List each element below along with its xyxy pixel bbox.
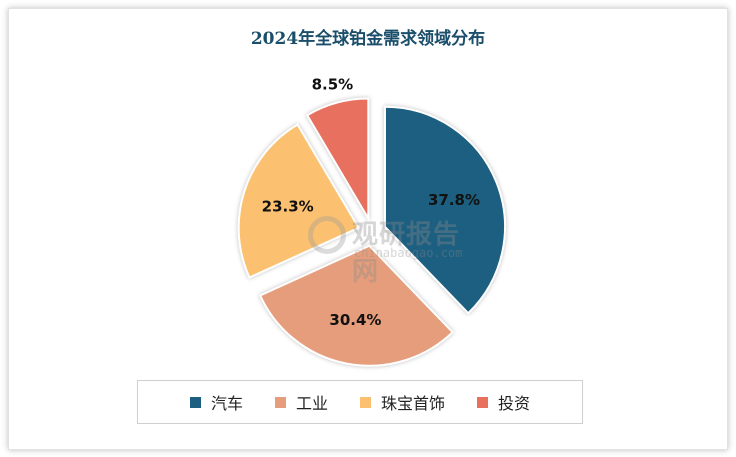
chart-title: 2024年全球铂金需求领域分布 bbox=[250, 29, 486, 49]
data-label-3: 23.3% bbox=[262, 197, 314, 215]
legend-item-4: 投资 bbox=[477, 390, 530, 414]
legend-item-3: 珠宝首饰 bbox=[360, 390, 445, 414]
legend-swatch bbox=[477, 396, 489, 408]
legend-swatch bbox=[189, 396, 201, 408]
legend-label: 工业 bbox=[295, 394, 328, 413]
legend-item-2: 工业 bbox=[274, 390, 328, 414]
legend-item-1: 汽车 bbox=[189, 390, 243, 414]
data-label-1: 37.8% bbox=[428, 191, 480, 209]
legend: 汽车 工业 珠宝首饰 投资 bbox=[137, 380, 583, 424]
pie-slice-1 bbox=[383, 105, 506, 315]
data-label-4: 8.5% bbox=[312, 75, 354, 93]
data-label-2: 30.4% bbox=[329, 311, 381, 329]
legend-label: 汽车 bbox=[210, 394, 243, 413]
legend-swatch bbox=[274, 396, 286, 408]
chart-frame bbox=[8, 8, 728, 450]
legend-swatch bbox=[360, 396, 371, 408]
pie-slice-3 bbox=[237, 123, 361, 279]
pie-slice-4 bbox=[305, 97, 370, 223]
legend-label: 投资 bbox=[498, 394, 531, 413]
legend-label: 珠宝首饰 bbox=[381, 394, 446, 413]
pie-slice-2 bbox=[258, 244, 455, 367]
